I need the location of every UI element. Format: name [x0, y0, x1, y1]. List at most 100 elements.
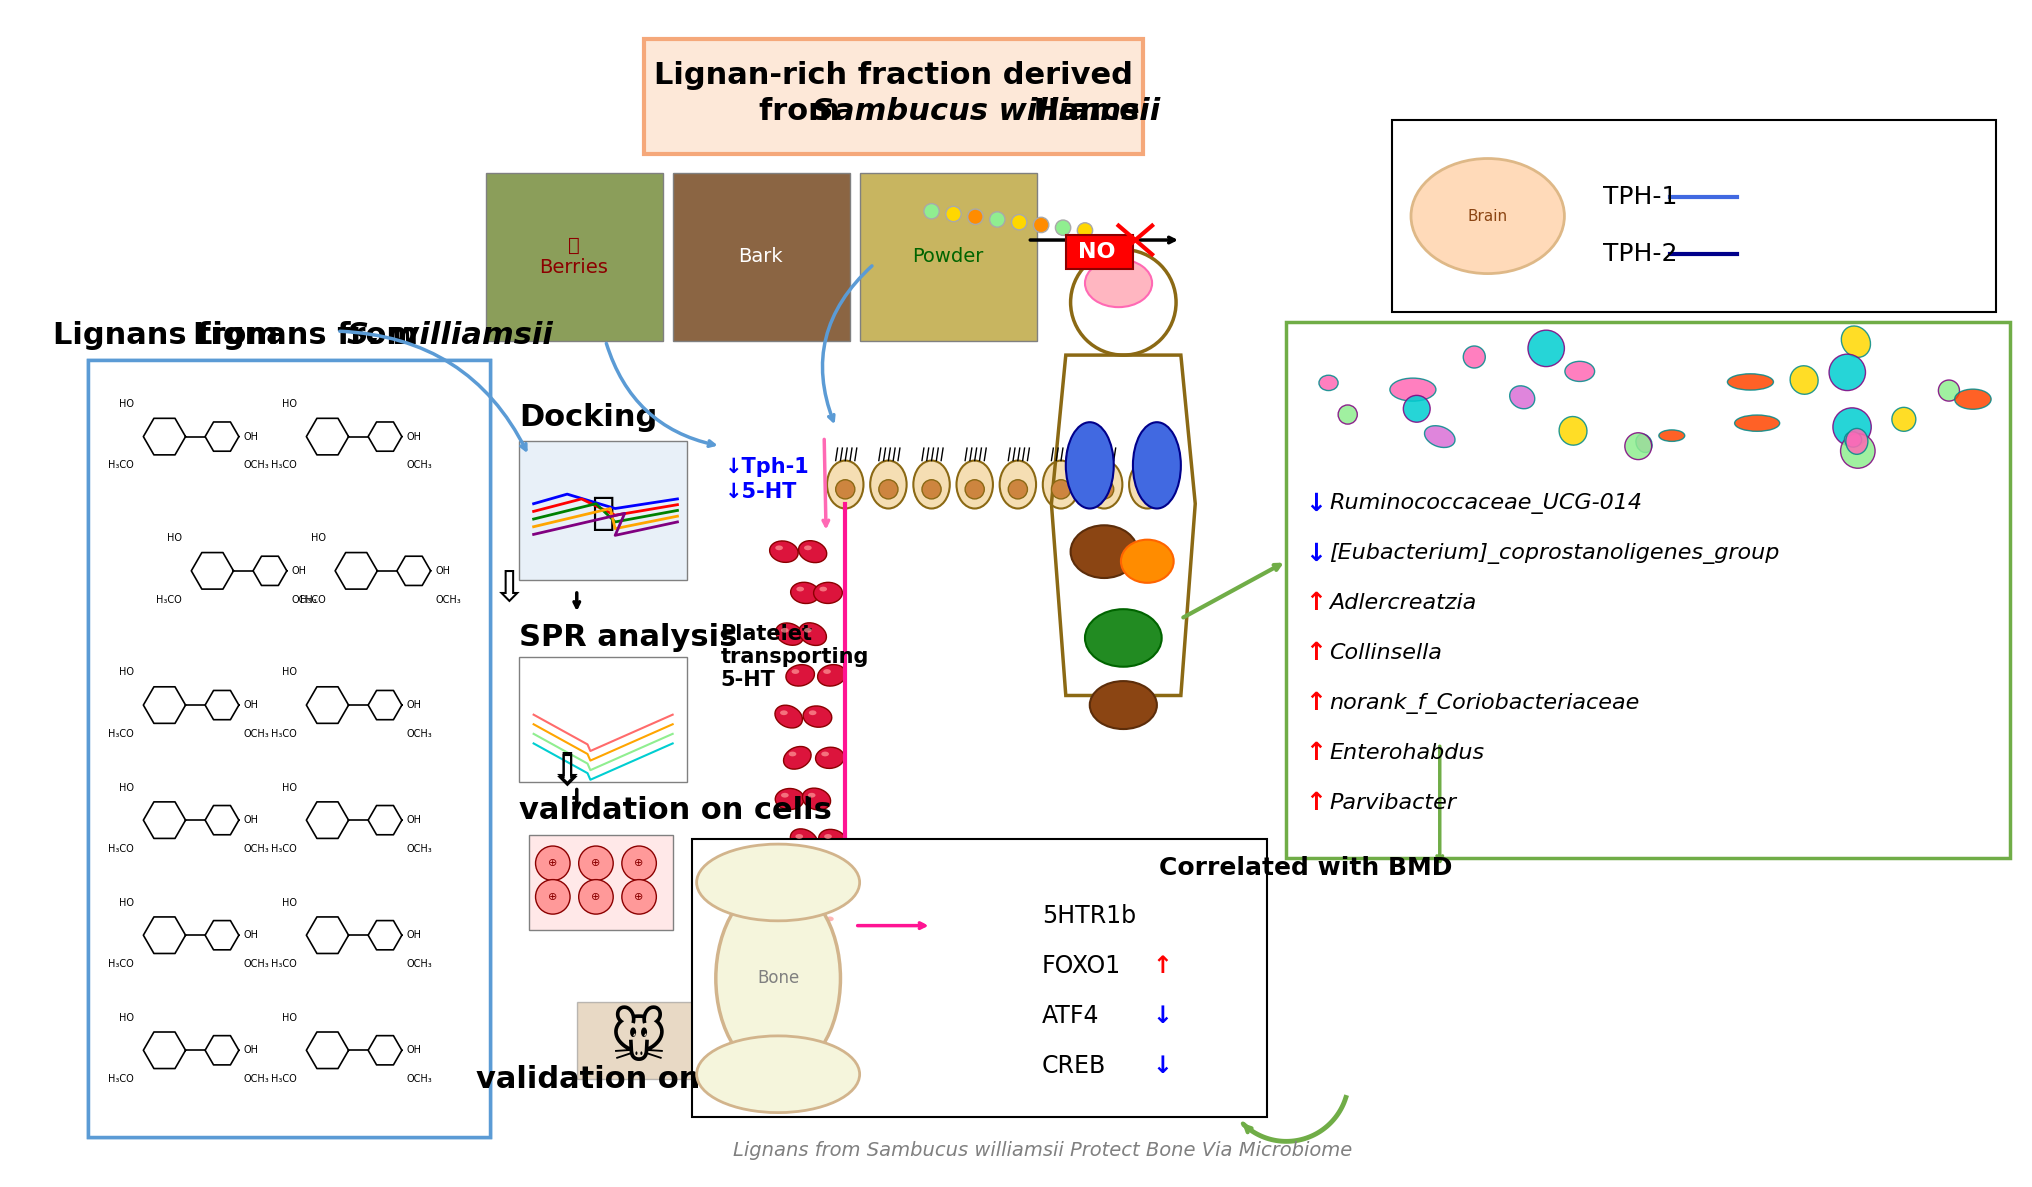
Text: Parvibacter: Parvibacter	[1329, 793, 1457, 813]
Ellipse shape	[821, 582, 849, 604]
Ellipse shape	[801, 1036, 829, 1058]
Text: ↑: ↑	[1305, 791, 1327, 815]
Ellipse shape	[1892, 407, 1916, 431]
Ellipse shape	[807, 875, 813, 880]
Ellipse shape	[795, 586, 803, 591]
Ellipse shape	[815, 665, 843, 686]
Text: HO: HO	[118, 1013, 134, 1023]
Circle shape	[1339, 405, 1357, 424]
Ellipse shape	[1085, 461, 1122, 508]
Circle shape	[990, 211, 1006, 227]
Ellipse shape	[1636, 434, 1652, 452]
Ellipse shape	[912, 461, 949, 508]
Ellipse shape	[778, 628, 786, 633]
Text: Brain: Brain	[1467, 209, 1508, 223]
Text: CT scan 2: CT scan 2	[916, 1034, 986, 1048]
Text: Bone: Bone	[758, 970, 799, 988]
Circle shape	[1034, 217, 1049, 233]
Text: CT scan: CT scan	[923, 914, 977, 928]
Text: ↑: ↑	[1152, 954, 1172, 978]
FancyBboxPatch shape	[486, 173, 662, 341]
Ellipse shape	[795, 751, 803, 756]
Circle shape	[1138, 480, 1156, 499]
Ellipse shape	[715, 882, 841, 1074]
Circle shape	[579, 846, 614, 881]
Text: Collinsella: Collinsella	[1329, 643, 1443, 664]
Ellipse shape	[1390, 379, 1437, 401]
Text: OH: OH	[293, 566, 307, 576]
Text: HO: HO	[118, 399, 134, 410]
Text: norank_f_Coriobacteriaceae: norank_f_Coriobacteriaceae	[1329, 693, 1640, 713]
Circle shape	[925, 204, 939, 218]
Text: ⊕: ⊕	[591, 891, 601, 902]
Ellipse shape	[805, 793, 813, 798]
Circle shape	[622, 846, 656, 881]
Ellipse shape	[805, 628, 813, 633]
Circle shape	[536, 880, 571, 914]
Text: Bark: Bark	[738, 247, 782, 266]
FancyBboxPatch shape	[528, 834, 673, 931]
Text: HO: HO	[282, 897, 297, 908]
Circle shape	[1833, 408, 1871, 446]
Text: OH: OH	[244, 432, 258, 442]
Ellipse shape	[1130, 461, 1166, 508]
Text: ↓: ↓	[1152, 1054, 1172, 1078]
Text: Docking: Docking	[520, 402, 658, 432]
FancyBboxPatch shape	[577, 1002, 701, 1079]
Circle shape	[536, 846, 571, 881]
Text: SPR analysis: SPR analysis	[520, 623, 738, 653]
Ellipse shape	[1727, 374, 1774, 391]
Text: H₃CO: H₃CO	[156, 595, 181, 604]
Text: OCH₃: OCH₃	[406, 461, 433, 470]
Text: Lignan-rich fraction derived: Lignan-rich fraction derived	[654, 61, 1132, 89]
Text: OH: OH	[435, 566, 451, 576]
Ellipse shape	[1955, 389, 1991, 410]
Text: ↓: ↓	[1305, 491, 1327, 515]
Ellipse shape	[697, 1036, 860, 1112]
Text: HO: HO	[282, 399, 297, 410]
Ellipse shape	[821, 834, 829, 839]
Text: HO: HO	[282, 782, 297, 793]
Ellipse shape	[823, 999, 831, 1004]
Text: OCH₃: OCH₃	[406, 844, 433, 853]
Ellipse shape	[813, 912, 841, 934]
Ellipse shape	[827, 461, 864, 508]
Ellipse shape	[772, 871, 801, 893]
Text: HO: HO	[118, 667, 134, 678]
Ellipse shape	[815, 1077, 843, 1098]
Ellipse shape	[819, 994, 845, 1016]
Text: H₃CO: H₃CO	[108, 1074, 134, 1084]
Ellipse shape	[1658, 430, 1685, 442]
Text: NO: NO	[1079, 241, 1116, 261]
Ellipse shape	[801, 623, 827, 646]
Text: H₃CO: H₃CO	[108, 844, 134, 853]
Text: OCH₃: OCH₃	[406, 959, 433, 969]
Text: S. williamsii: S. williamsii	[347, 322, 553, 350]
Text: Enterohabdus: Enterohabdus	[1329, 743, 1485, 763]
Ellipse shape	[823, 751, 829, 756]
Text: Adlercreatzia: Adlercreatzia	[1329, 594, 1477, 614]
Ellipse shape	[1565, 361, 1595, 381]
Ellipse shape	[790, 583, 819, 603]
Text: H₃CO: H₃CO	[108, 461, 134, 470]
Ellipse shape	[776, 788, 805, 810]
Text: ⊕: ⊕	[549, 891, 557, 902]
Circle shape	[1841, 433, 1876, 468]
Ellipse shape	[784, 1077, 813, 1098]
Ellipse shape	[788, 999, 797, 1004]
Text: Powder: Powder	[912, 247, 983, 266]
Circle shape	[1055, 220, 1071, 235]
Ellipse shape	[1122, 540, 1174, 583]
Text: HO: HO	[118, 897, 134, 908]
Text: ⇩: ⇩	[551, 751, 585, 793]
Text: ↑: ↑	[1305, 691, 1327, 715]
Circle shape	[1829, 354, 1865, 391]
Text: Ruminococcaceae_UCG-014: Ruminococcaceae_UCG-014	[1329, 494, 1642, 514]
Circle shape	[945, 207, 961, 222]
Text: ↓5-HT: ↓5-HT	[725, 482, 799, 502]
FancyBboxPatch shape	[87, 360, 490, 1137]
Text: OH: OH	[244, 815, 258, 825]
Text: 5HTR1b: 5HTR1b	[1042, 904, 1136, 928]
Text: ↑: ↑	[1305, 741, 1327, 766]
Text: HO: HO	[282, 667, 297, 678]
